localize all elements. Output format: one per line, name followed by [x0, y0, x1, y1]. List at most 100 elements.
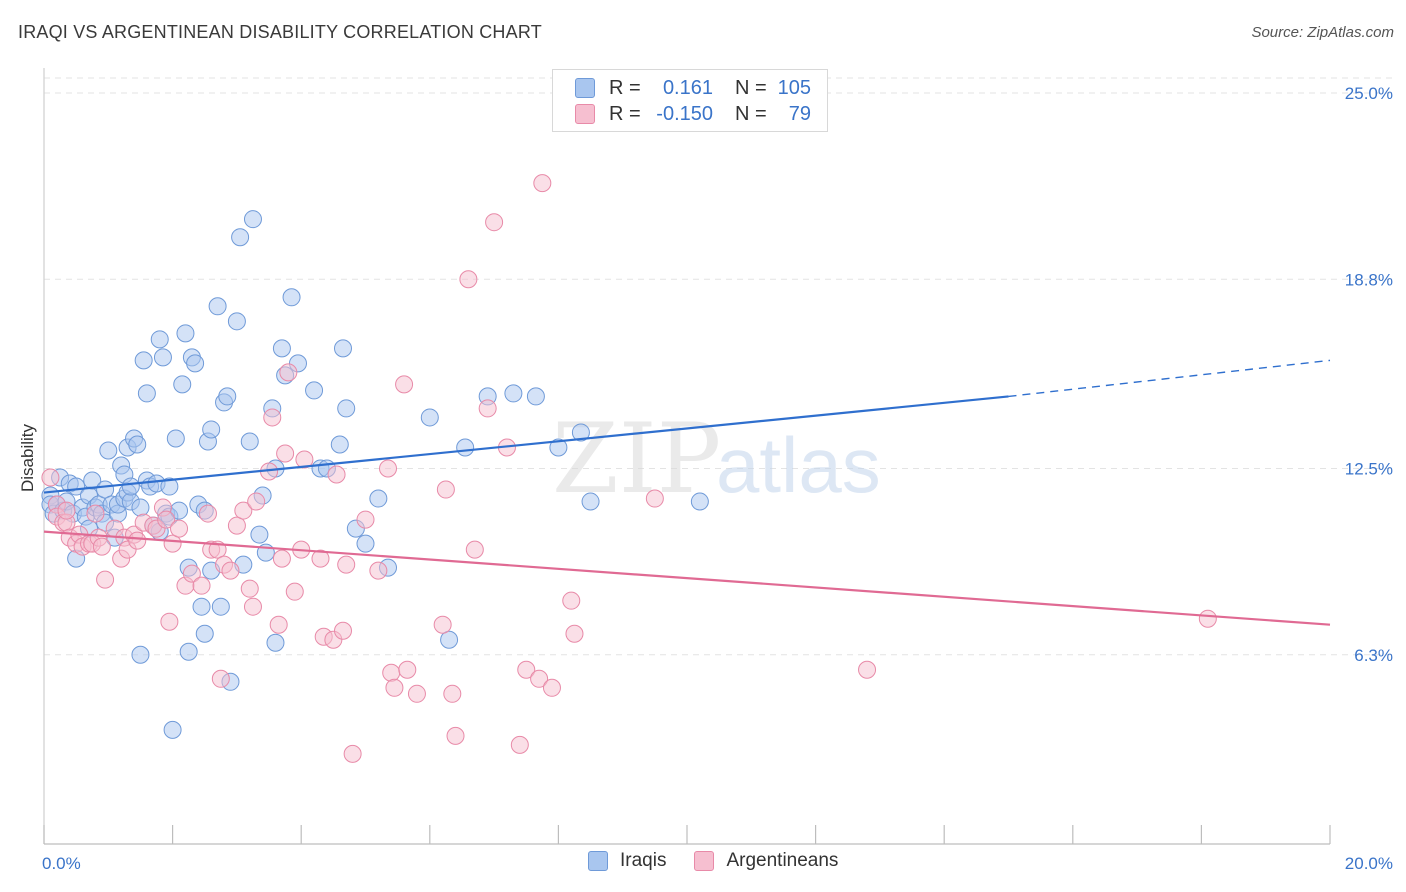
- data-point: [272, 339, 291, 358]
- data-point: [57, 501, 76, 520]
- data-point: [173, 375, 192, 394]
- data-point: [433, 615, 452, 634]
- data-point: [176, 324, 195, 343]
- source-label: Source: ZipAtlas.com: [1251, 24, 1394, 41]
- data-point: [134, 351, 153, 370]
- correlation-legend: R = 0.161 N = 105 R = -0.150 N = 79: [552, 69, 828, 132]
- legend-row-iraqis: R = 0.161 N = 105: [575, 75, 811, 101]
- data-point: [565, 624, 584, 643]
- data-point: [211, 597, 230, 616]
- data-point: [231, 228, 250, 247]
- data-point: [96, 570, 115, 589]
- data-point: [1198, 609, 1217, 628]
- data-point: [333, 339, 352, 358]
- data-point: [179, 642, 198, 661]
- data-point: [41, 468, 60, 487]
- data-point: [208, 297, 227, 316]
- data-point: [227, 312, 246, 331]
- data-point: [163, 720, 182, 739]
- axes: [43, 68, 1331, 845]
- x-tick-label: 0.0%: [42, 854, 81, 873]
- data-point: [581, 492, 600, 511]
- data-point: [443, 684, 462, 703]
- data-point: [243, 597, 262, 616]
- data-point: [420, 408, 439, 427]
- data-point: [163, 534, 182, 553]
- data-points: [41, 174, 1217, 763]
- data-point: [456, 438, 475, 457]
- y-tick-label: 25.0%: [1345, 84, 1393, 103]
- data-point: [170, 519, 189, 538]
- data-point: [645, 489, 664, 508]
- data-point: [526, 387, 545, 406]
- data-point: [436, 480, 455, 499]
- data-point: [311, 549, 330, 568]
- data-point: [86, 504, 105, 523]
- data-point: [243, 210, 262, 229]
- data-point: [356, 510, 375, 529]
- data-point: [385, 678, 404, 697]
- data-point: [858, 660, 877, 679]
- data-point: [395, 375, 414, 394]
- legend-swatch-iraqis: [575, 78, 595, 98]
- data-point: [150, 330, 169, 349]
- data-point: [166, 429, 185, 448]
- r-value: -0.150: [656, 102, 713, 125]
- data-point: [356, 534, 375, 553]
- data-point: [285, 582, 304, 601]
- data-point: [266, 633, 285, 652]
- data-point: [690, 492, 709, 511]
- data-point: [128, 531, 147, 550]
- data-point: [276, 444, 295, 463]
- n-label: N =: [735, 76, 767, 99]
- tick-labels: 6.3% 12.5% 18.8% 25.0% 0.0% 20.0%: [42, 84, 1393, 873]
- data-point: [295, 450, 314, 469]
- data-point: [211, 669, 230, 688]
- data-point: [182, 564, 201, 583]
- data-point: [160, 612, 179, 631]
- trend-line-argentineans: [43, 530, 1331, 626]
- data-point: [282, 288, 301, 307]
- r-value: 0.161: [662, 76, 713, 99]
- data-point: [96, 480, 115, 499]
- data-point: [337, 399, 356, 418]
- data-point: [330, 435, 349, 454]
- watermark: ZIP atlas: [552, 403, 881, 515]
- data-point: [398, 660, 417, 679]
- data-point: [510, 735, 529, 754]
- n-value: 105: [777, 76, 811, 99]
- data-point: [305, 381, 324, 400]
- data-point: [407, 684, 426, 703]
- data-point: [198, 504, 217, 523]
- data-point: [530, 669, 549, 688]
- data-point: [221, 561, 240, 580]
- data-point: [343, 744, 362, 763]
- legend-label-argentineans: Argentineans: [726, 850, 839, 871]
- data-point: [202, 420, 221, 439]
- data-point: [446, 726, 465, 745]
- data-point: [571, 423, 590, 442]
- legend-item-iraqis[interactable]: Iraqis: [588, 850, 666, 872]
- data-point: [533, 174, 552, 193]
- data-point: [240, 432, 259, 451]
- legend-item-argentineans[interactable]: Argentineans: [694, 850, 838, 872]
- data-point: [478, 399, 497, 418]
- data-point: [131, 498, 150, 517]
- data-point: [192, 597, 211, 616]
- data-point: [128, 435, 147, 454]
- data-point: [240, 579, 259, 598]
- data-point: [379, 459, 398, 478]
- y-tick-label: 18.8%: [1345, 270, 1393, 289]
- data-point: [192, 576, 211, 595]
- data-point: [137, 384, 156, 403]
- y-tick-label: 6.3%: [1354, 646, 1393, 665]
- data-point: [218, 387, 237, 406]
- data-point: [327, 465, 346, 484]
- data-point: [465, 540, 484, 559]
- data-point: [459, 270, 478, 289]
- data-point: [186, 354, 205, 373]
- legend-swatch-iraqis: [588, 851, 608, 871]
- data-point: [333, 621, 352, 640]
- data-point: [279, 363, 298, 382]
